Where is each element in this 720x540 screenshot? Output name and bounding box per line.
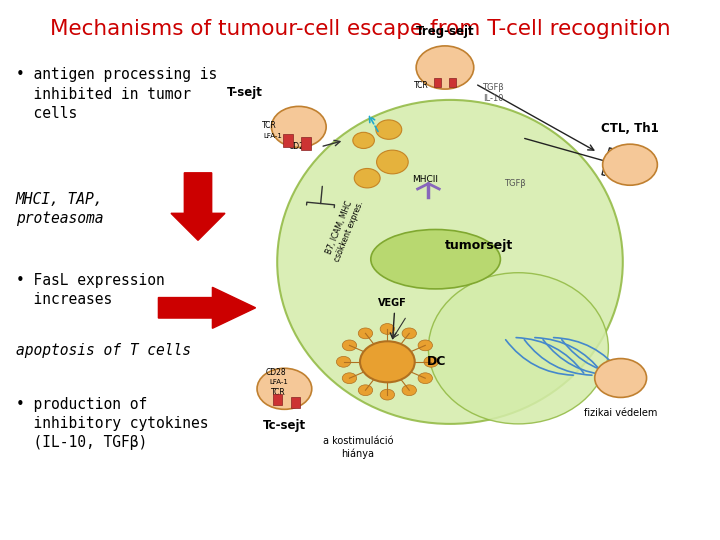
Text: TCR: TCR	[414, 81, 428, 90]
Text: a kostimuláció
hiánya: a kostimuláció hiánya	[323, 436, 393, 458]
Text: VEGF: VEGF	[378, 298, 407, 308]
Circle shape	[342, 340, 356, 351]
Bar	[283, 134, 293, 147]
Bar	[434, 78, 441, 87]
Bar	[449, 78, 456, 87]
Circle shape	[603, 144, 657, 185]
Circle shape	[271, 106, 326, 147]
Text: Mechanisms of tumour-cell escape from T-cell recognition: Mechanisms of tumour-cell escape from T-…	[50, 19, 670, 39]
Circle shape	[595, 359, 647, 397]
Circle shape	[342, 373, 356, 383]
Circle shape	[359, 328, 373, 339]
Text: CD28: CD28	[289, 143, 309, 151]
Text: B7, ICAM, MHC
csökkent expres.: B7, ICAM, MHC csökkent expres.	[323, 196, 365, 263]
Circle shape	[418, 340, 433, 351]
Text: MHCII: MHCII	[412, 174, 438, 184]
Text: LFA-1: LFA-1	[264, 133, 282, 139]
Circle shape	[377, 150, 408, 174]
Circle shape	[353, 132, 374, 149]
Text: CD28: CD28	[265, 368, 286, 377]
Polygon shape	[158, 287, 256, 328]
Text: TGFβ
IL-10: TGFβ IL-10	[482, 83, 504, 103]
Text: • antigen processing is
  inhibited in tumor
  cells: • antigen processing is inhibited in tum…	[16, 68, 217, 121]
Circle shape	[418, 373, 433, 383]
Circle shape	[424, 356, 438, 367]
Circle shape	[380, 389, 395, 400]
Text: apoptosis of T cells: apoptosis of T cells	[16, 343, 191, 358]
Ellipse shape	[277, 100, 623, 424]
Polygon shape	[171, 173, 225, 240]
Text: Treg-sejt: Treg-sejt	[415, 25, 474, 38]
Text: • FasL expression
  increases: • FasL expression increases	[16, 273, 165, 307]
Circle shape	[402, 328, 416, 339]
Text: TGFβ: TGFβ	[504, 179, 526, 188]
Circle shape	[336, 356, 351, 367]
Text: fizikai védelem: fizikai védelem	[584, 408, 657, 418]
Circle shape	[402, 385, 416, 396]
Text: TCR: TCR	[271, 388, 286, 396]
Ellipse shape	[428, 273, 608, 424]
Text: DC: DC	[427, 355, 446, 368]
Text: LFA-1: LFA-1	[269, 379, 288, 386]
Circle shape	[359, 385, 373, 396]
Text: TCR: TCR	[263, 121, 277, 130]
Text: tumorsejt: tumorsejt	[445, 239, 513, 252]
Circle shape	[376, 120, 402, 139]
Circle shape	[257, 368, 312, 409]
Circle shape	[380, 323, 395, 334]
Text: • production of
  inhibitory cytokines
  (IL-10, TGFβ): • production of inhibitory cytokines (IL…	[16, 397, 208, 450]
Bar	[301, 137, 311, 150]
Bar	[273, 394, 282, 405]
Bar	[291, 397, 300, 408]
Text: T-sejt: T-sejt	[227, 86, 263, 99]
Circle shape	[416, 46, 474, 89]
Circle shape	[354, 168, 380, 188]
Text: CTL, Th1: CTL, Th1	[601, 122, 659, 135]
Circle shape	[360, 341, 415, 382]
Ellipse shape	[371, 230, 500, 289]
Text: Tc-sejt: Tc-sejt	[263, 418, 306, 431]
Text: MHCI, TAP,
proteasoma: MHCI, TAP, proteasoma	[16, 192, 104, 226]
